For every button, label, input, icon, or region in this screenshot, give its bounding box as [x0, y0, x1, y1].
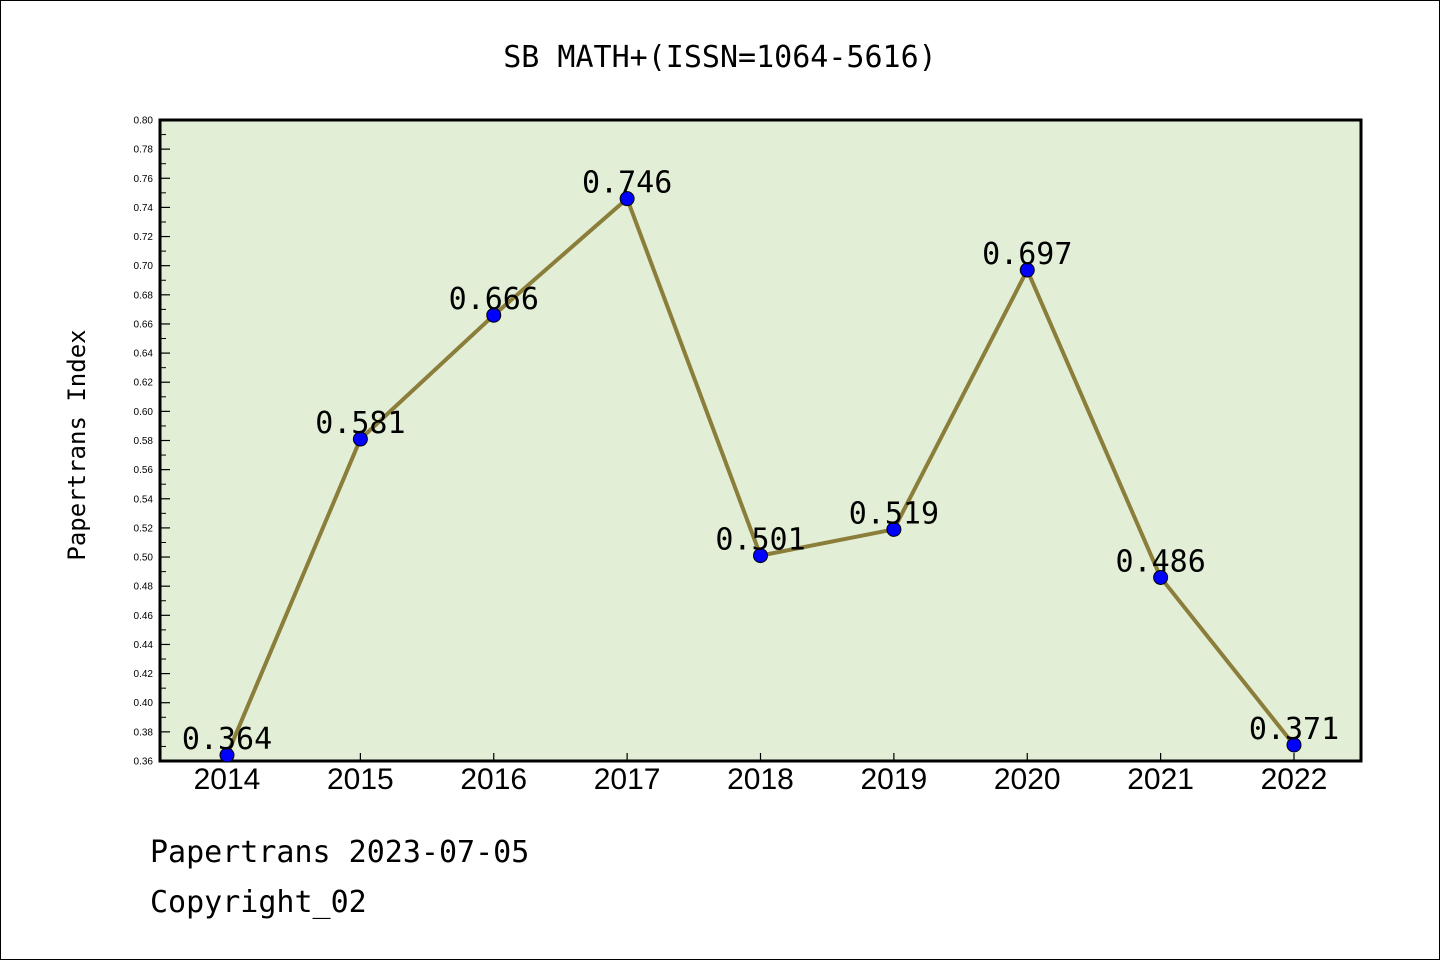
x-tick-label: 2019	[861, 763, 928, 796]
data-label: 0.666	[449, 282, 539, 317]
x-tick-label: 2014	[194, 763, 261, 796]
footer-copyright: Copyright_02	[150, 885, 367, 920]
data-label: 0.486	[1115, 544, 1205, 579]
y-tick-label: 0.76	[134, 174, 154, 185]
data-point	[886, 521, 902, 537]
y-tick-label: 0.68	[134, 290, 154, 301]
data-label: 0.371	[1249, 712, 1339, 747]
x-tick-label: 2022	[1261, 763, 1328, 796]
y-tick-label: 0.46	[134, 611, 154, 622]
y-tick-label: 0.70	[134, 261, 154, 272]
y-tick-label: 0.66	[134, 319, 154, 330]
y-tick-label: 0.54	[134, 494, 154, 505]
y-tick-label: 0.40	[134, 698, 154, 709]
y-tick-label: 0.48	[134, 582, 154, 593]
y-axis-label: Papertrans Index	[63, 329, 91, 560]
y-tick-label: 0.78	[134, 145, 154, 156]
y-tick-label: 0.38	[134, 727, 154, 738]
data-point	[486, 307, 502, 323]
y-tick-label: 0.44	[134, 640, 154, 651]
y-tick-label: 0.42	[134, 669, 154, 680]
chart-title: SB MATH+(ISSN=1064-5616)	[503, 40, 936, 75]
series	[219, 191, 1302, 763]
y-tick-label: 0.80	[134, 116, 154, 127]
y-tick-label: 0.74	[134, 203, 154, 214]
y-tick-label: 0.64	[134, 349, 154, 360]
data-label: 0.581	[315, 406, 405, 441]
y-tick-label: 0.62	[134, 378, 154, 389]
data-label: 0.364	[182, 722, 272, 757]
data-point	[753, 548, 768, 564]
x-tick-label: 2015	[327, 763, 394, 796]
data-point	[1286, 737, 1302, 753]
data-label: 0.697	[982, 237, 1072, 272]
data-label: 0.746	[582, 166, 672, 201]
x-tick-label: 2018	[727, 763, 794, 796]
footer-date: Papertrans 2023-07-05	[150, 835, 530, 870]
data-point	[352, 431, 368, 447]
data-labels: 0.364 0.581 0.666 0.746 0.501 0.519 0.697 0.486…	[182, 166, 1339, 758]
data-point	[1019, 262, 1035, 278]
y-tick-label: 0.58	[134, 436, 154, 447]
y-tick-label: 0.60	[134, 407, 154, 418]
y-tick-label: 0.52	[134, 523, 154, 534]
data-label: 0.519	[849, 496, 939, 531]
y-tick-label: 0.36	[134, 757, 154, 768]
data-point	[219, 747, 235, 763]
x-tick-label: 2017	[594, 763, 661, 796]
data-label: 0.501	[715, 523, 805, 558]
x-tick-label: 2021	[1127, 763, 1194, 796]
data-point	[619, 191, 635, 207]
data-point	[1153, 569, 1169, 585]
y-tick-label: 0.72	[134, 232, 154, 243]
x-axis: 2014 2015 2016 2017 2018 2019 2020 2021 2022	[194, 753, 1328, 796]
x-tick-label: 2020	[994, 763, 1061, 796]
y-tick-label: 0.56	[134, 465, 154, 476]
y-axis: 0.36 0.38 0.40 0.42 0.44 0.46 0.48 0.50 0.52 0.54…	[134, 116, 170, 768]
y-tick-label: 0.50	[134, 553, 154, 564]
x-tick-label: 2016	[460, 763, 527, 796]
